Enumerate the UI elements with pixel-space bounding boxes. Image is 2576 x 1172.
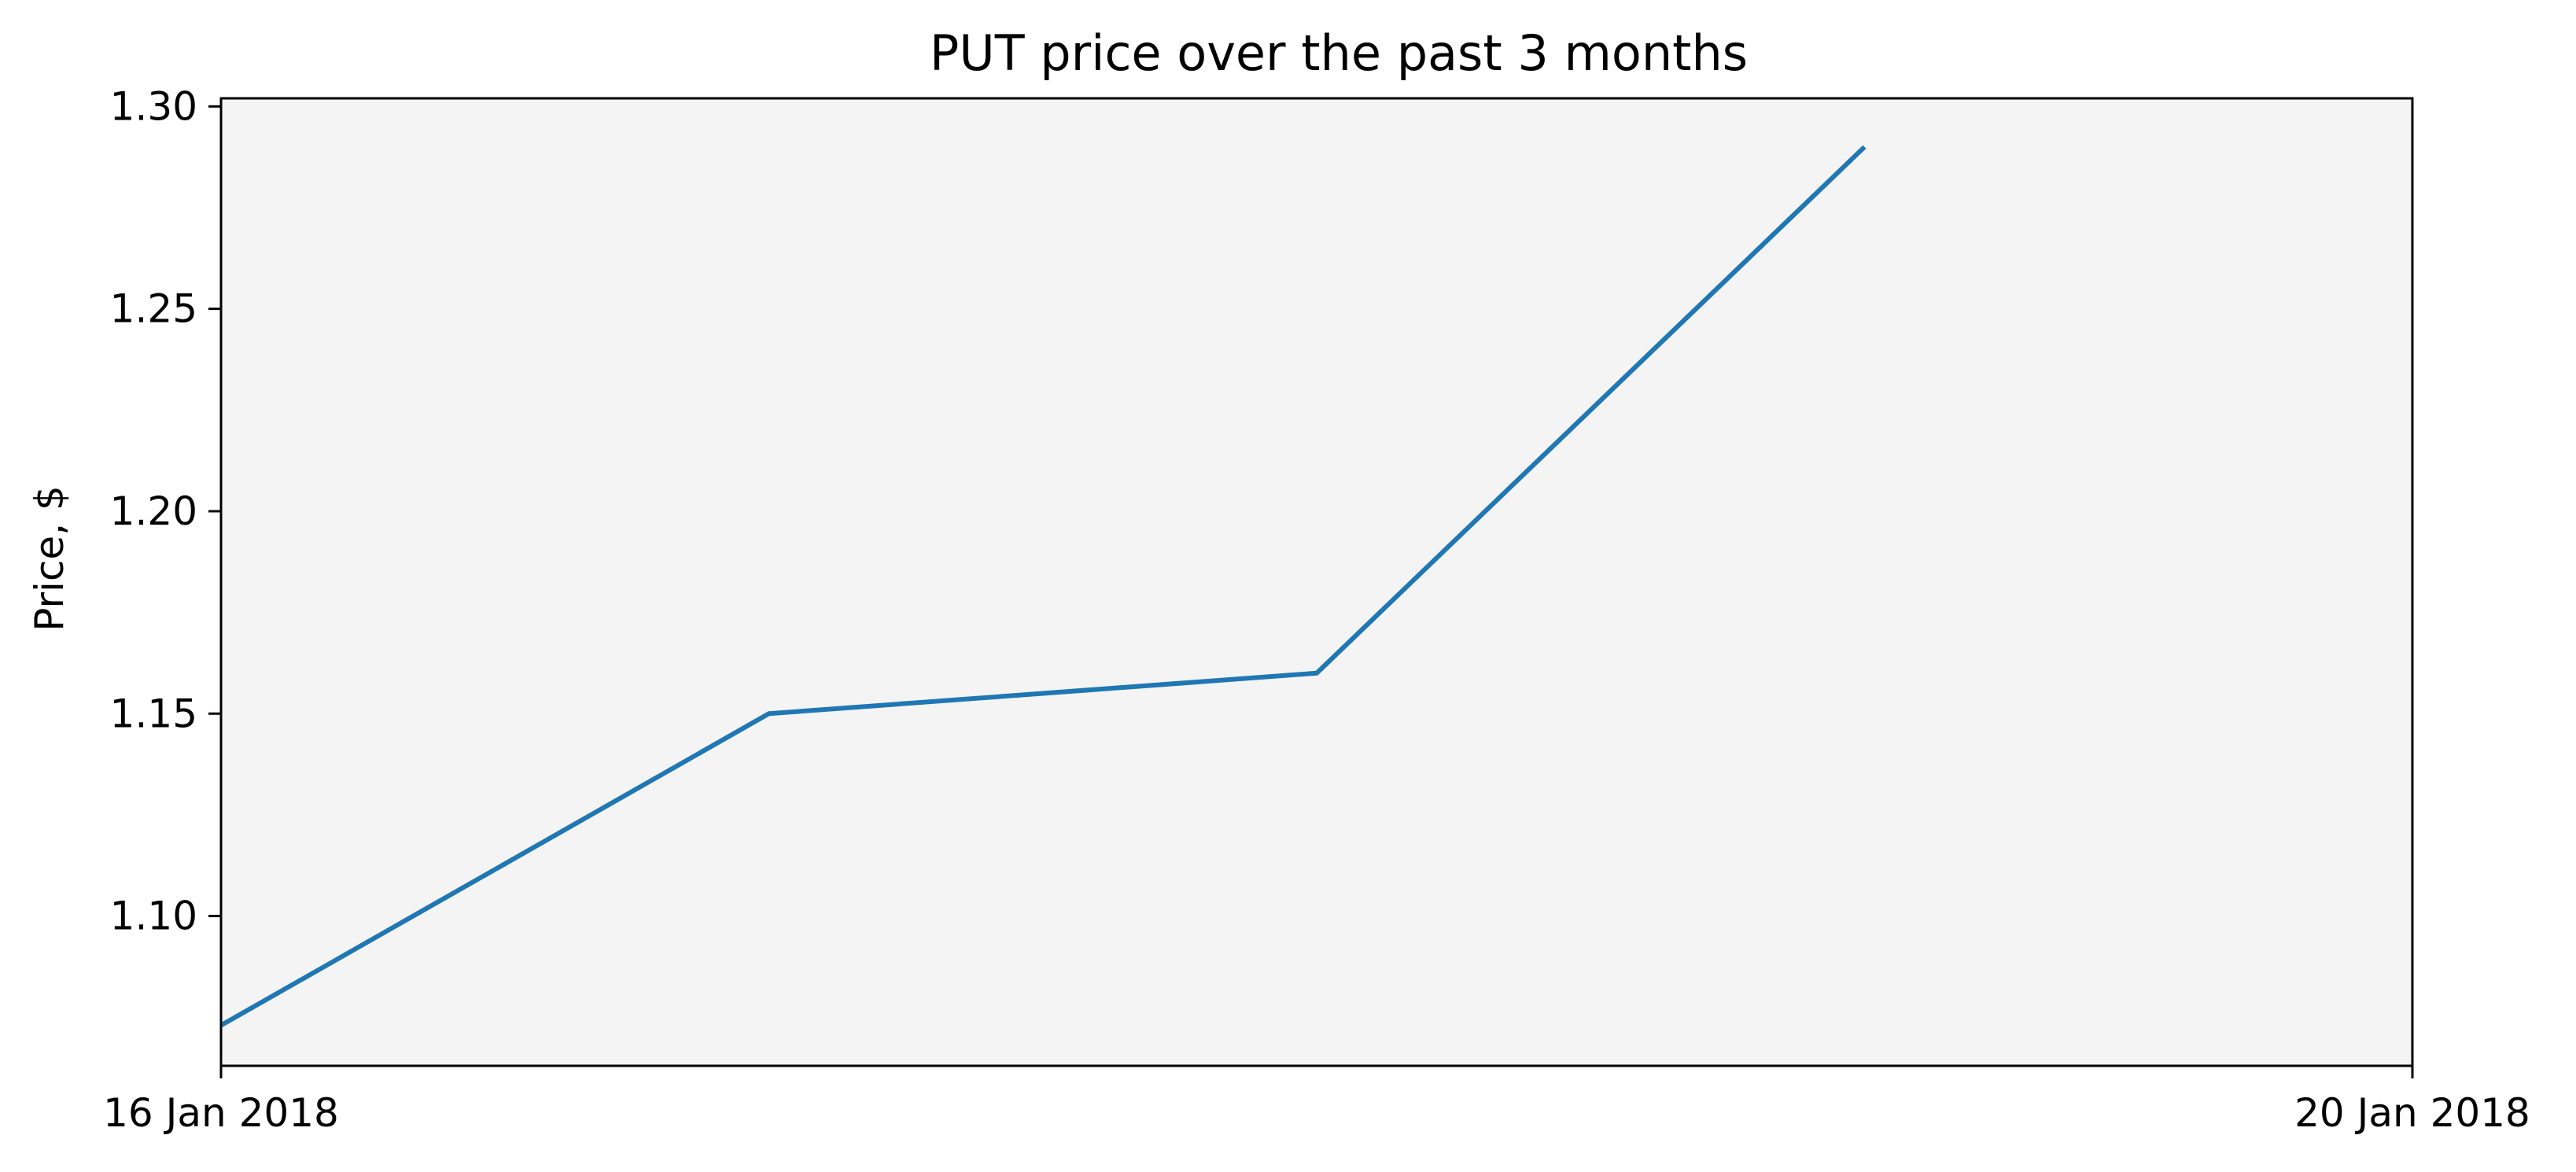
x-tick-label-1: 20 Jan 2018 — [2294, 1090, 2530, 1136]
y-tick-label-4: 1.30 — [110, 83, 197, 129]
y-axis-label: Price, $ — [27, 485, 72, 632]
plot-area — [221, 98, 2412, 1066]
x-axis: 16 Jan 2018 20 Jan 2018 — [103, 1066, 2530, 1136]
series-layer — [219, 145, 1867, 1028]
y-tick-label-3: 1.25 — [110, 286, 197, 332]
y-tick-label-0: 1.10 — [110, 894, 197, 939]
y-axis: 1.10 1.15 1.20 1.25 1.30 — [110, 83, 221, 939]
y-tick-label-2: 1.20 — [110, 488, 197, 534]
x-tick-label-0: 16 Jan 2018 — [103, 1090, 339, 1136]
series-line-0 — [219, 145, 1867, 1028]
y-tick-label-1: 1.15 — [110, 691, 197, 736]
plot-frame — [219, 97, 2414, 1067]
chart-title: PUT price over the past 3 months — [930, 24, 1748, 82]
